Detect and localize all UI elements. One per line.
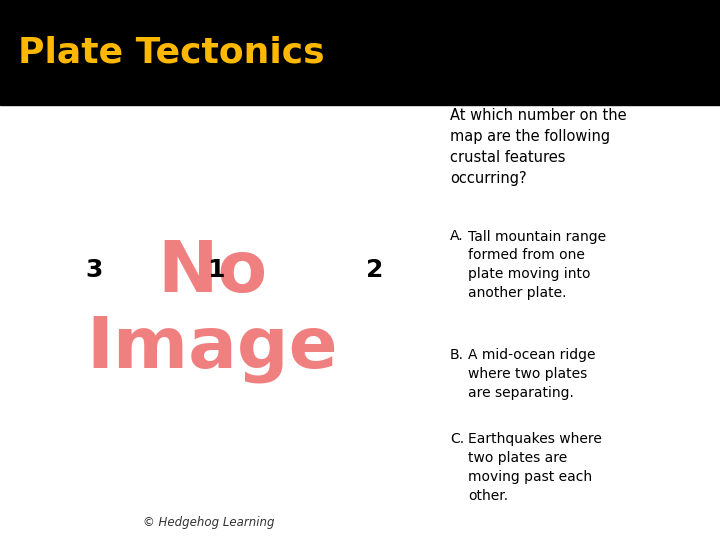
Text: Plate Tectonics: Plate Tectonics xyxy=(18,36,325,70)
Text: 2: 2 xyxy=(366,258,383,282)
Text: Image: Image xyxy=(86,314,338,383)
Text: © Hedgehog Learning: © Hedgehog Learning xyxy=(143,516,274,529)
Text: C.: C. xyxy=(450,432,464,446)
Text: No: No xyxy=(158,238,267,307)
Text: 1: 1 xyxy=(207,258,225,282)
FancyBboxPatch shape xyxy=(0,0,720,105)
Text: B.: B. xyxy=(450,348,464,362)
Text: Tall mountain range
formed from one
plate moving into
another plate.: Tall mountain range formed from one plat… xyxy=(468,230,606,300)
Text: A.: A. xyxy=(450,230,464,244)
Text: A mid-ocean ridge
where two plates
are separating.: A mid-ocean ridge where two plates are s… xyxy=(468,348,595,400)
Text: At which number on the
map are the following
crustal features
occurring?: At which number on the map are the follo… xyxy=(450,108,626,186)
Text: 3: 3 xyxy=(85,258,102,282)
Text: Earthquakes where
two plates are
moving past each
other.: Earthquakes where two plates are moving … xyxy=(468,432,602,503)
